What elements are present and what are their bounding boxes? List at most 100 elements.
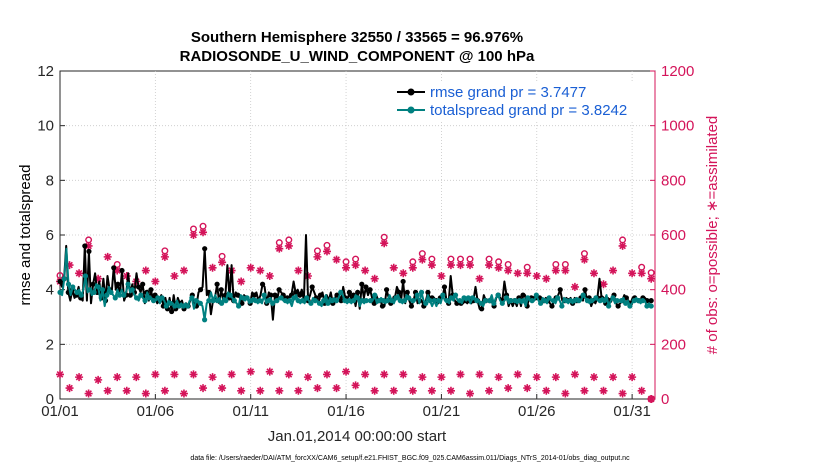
x-tick-label: 01/01 — [41, 403, 79, 420]
totalspread-point — [150, 298, 157, 304]
obs-assimilated-marker — [313, 252, 322, 261]
totalspread-point — [202, 317, 208, 323]
obs-assimilated-marker — [294, 266, 303, 275]
totalspread-point — [257, 298, 263, 304]
totalspread-point — [270, 300, 276, 306]
totalspread-point — [236, 303, 242, 309]
totalspread-point — [542, 298, 548, 304]
obs-possible-marker — [56, 271, 64, 279]
obs-assimilated-marker — [437, 272, 446, 280]
obs-possible-marker — [647, 395, 655, 403]
totalspread-point — [333, 298, 340, 304]
totalspread-point — [219, 300, 225, 306]
totalspread-point — [418, 289, 425, 295]
obs-possible-marker — [189, 225, 197, 233]
obs-possible-marker — [342, 258, 350, 266]
left-axis: 0 2 4 6 8 10 12 — [37, 63, 65, 408]
totalspread-point — [82, 273, 89, 279]
totalspread-point — [461, 295, 467, 301]
obs-assimilated-marker — [199, 228, 208, 237]
rmse-point — [355, 289, 361, 295]
totalspread-point — [520, 298, 527, 304]
obs-possible-marker — [619, 236, 627, 244]
obs-assimilated-marker — [113, 266, 122, 275]
totalspread-point — [529, 298, 535, 304]
totalspread-point — [214, 298, 220, 304]
legend-totalspread-label: totalspread grand pr = 3.8242 — [430, 102, 627, 119]
obs-assimilated-marker — [599, 386, 608, 395]
obs-assimilated-marker — [141, 389, 150, 398]
totalspread-point — [231, 298, 237, 304]
obs-assimilated-marker — [551, 266, 560, 275]
totalspread-point — [176, 303, 182, 309]
obs-possible-marker — [323, 241, 331, 249]
obs-assimilated-marker — [65, 384, 74, 393]
totalspread-point — [644, 303, 650, 309]
chart-title-line2: RADIOSONDE_U_WIND_COMPONENT @ 100 hPa — [180, 48, 535, 65]
obs-possible-marker — [495, 258, 503, 266]
totalspread-point — [304, 295, 310, 301]
x-tick-label: 01/06 — [137, 403, 175, 420]
totalspread-point — [291, 295, 297, 301]
y-axis-label-right: # of obs: o=possible; ∗=assimilated — [704, 116, 721, 355]
x-tick-label: 01/16 — [327, 403, 365, 420]
obs-assimilated-marker — [466, 261, 475, 270]
rmse-point — [582, 287, 588, 293]
obs-assimilated-marker — [160, 252, 169, 261]
obs-assimilated-marker — [94, 274, 103, 283]
data-file-footnote: data file: /Users/raeder/DAI/ATM_forcXX/… — [190, 455, 630, 462]
rmse-point — [119, 267, 125, 274]
obs-assimilated-marker — [361, 370, 370, 379]
obs-assimilated-marker — [103, 386, 112, 395]
totalspread-point — [606, 303, 612, 309]
obs-assimilated-marker — [446, 386, 455, 395]
totalspread-point — [431, 298, 437, 304]
rmse-point — [338, 298, 344, 304]
rmse-point — [309, 284, 315, 290]
obs-count-markers — [56, 222, 656, 403]
right-tick-label: 0 — [661, 391, 669, 408]
rmse-point — [346, 289, 352, 295]
obs-possible-marker — [418, 250, 426, 258]
totalspread-point — [146, 295, 152, 301]
legend-totalspread-marker — [407, 106, 415, 114]
totalspread-point — [206, 298, 212, 304]
totalspread-point — [384, 298, 391, 304]
obs-assimilated-marker — [427, 386, 436, 395]
rmse-point — [363, 284, 369, 290]
obs-assimilated-marker — [494, 263, 503, 272]
totalspread-point — [559, 303, 565, 309]
obs-assimilated-marker — [218, 384, 227, 393]
totalspread-point — [159, 295, 165, 301]
right-tick-label: 400 — [661, 282, 686, 299]
obs-assimilated-marker — [523, 384, 532, 393]
totalspread-point — [512, 298, 518, 304]
obs-possible-marker — [647, 269, 655, 277]
totalspread-point — [486, 298, 493, 304]
rmse-point — [359, 281, 365, 287]
totalspread-point — [363, 298, 369, 304]
x-axis-label: Jan.01,2014 00:00:00 start — [268, 428, 447, 445]
totalspread-point — [180, 303, 186, 309]
totalspread-point — [508, 298, 514, 304]
totalspread-point — [593, 295, 599, 301]
rmse-point — [615, 303, 621, 309]
rmse-point — [383, 287, 390, 293]
totalspread-point — [427, 298, 433, 304]
rmse-point — [251, 292, 257, 298]
obs-assimilated-marker — [179, 389, 188, 398]
obs-assimilated-marker — [103, 252, 112, 261]
totalspread-point — [576, 298, 582, 304]
obs-assimilated-marker — [84, 241, 93, 250]
totalspread-point — [346, 298, 352, 304]
obs-assimilated-marker — [199, 384, 208, 393]
obs-possible-marker — [447, 255, 455, 263]
totalspread-point — [78, 292, 84, 298]
obs-assimilated-marker — [208, 263, 217, 272]
obs-assimilated-marker — [313, 384, 322, 393]
obs-assimilated-marker — [485, 261, 494, 270]
obs-assimilated-marker — [342, 263, 351, 272]
totalspread-point — [99, 287, 106, 293]
x-tick-label: 01/31 — [613, 403, 651, 420]
totalspread-point — [635, 298, 642, 304]
